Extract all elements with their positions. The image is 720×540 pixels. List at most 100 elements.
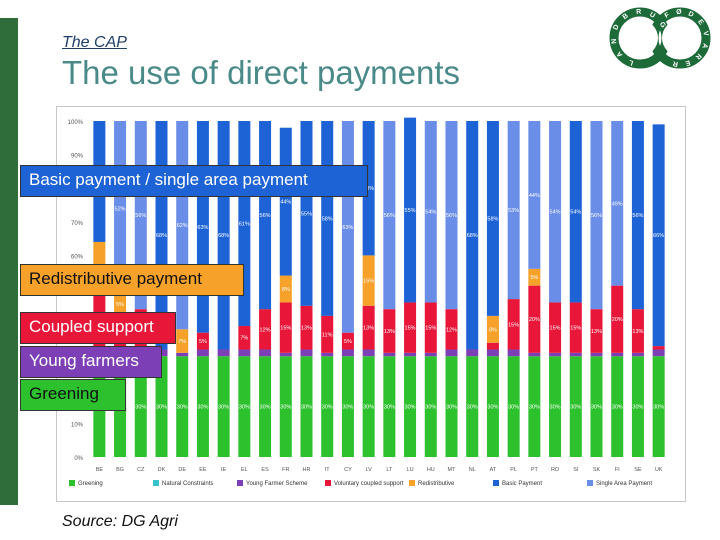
data-label: 54% xyxy=(570,210,581,216)
x-tick-label: UK xyxy=(655,467,663,473)
bar-segment-young xyxy=(279,352,292,357)
logo-left-letter: R xyxy=(636,9,641,16)
logo-left-letter: U xyxy=(648,11,656,20)
bar-segment-young xyxy=(611,352,624,357)
bar-segment-young xyxy=(238,349,251,357)
data-label: 66% xyxy=(653,233,664,239)
data-label: 30% xyxy=(280,405,291,411)
data-label: 8% xyxy=(489,327,497,333)
data-label: 15% xyxy=(363,279,374,285)
slide-kicker: The CAP xyxy=(62,34,127,51)
bar-segment-coupled xyxy=(445,309,458,350)
bar-segment-redistributive xyxy=(528,268,541,286)
logo-right-letter: A xyxy=(700,42,708,49)
data-label: 30% xyxy=(405,405,416,411)
y-tick-label: 0% xyxy=(74,456,83,462)
legend-swatch-redistributive xyxy=(409,480,415,486)
data-label: 58% xyxy=(322,216,333,222)
data-label: 30% xyxy=(384,405,395,411)
data-label: 44% xyxy=(529,193,540,199)
x-tick-label: CZ xyxy=(137,467,145,473)
data-label: 7% xyxy=(178,339,186,345)
bar-segment-single xyxy=(445,121,458,310)
data-label: 49% xyxy=(612,201,623,207)
x-tick-label: SI xyxy=(573,467,579,473)
data-label: 30% xyxy=(632,405,643,411)
bar-segment-young xyxy=(383,352,396,357)
data-label: 13% xyxy=(632,329,643,335)
y-tick-label: 100% xyxy=(68,120,84,126)
data-label: 20% xyxy=(612,317,623,323)
data-label: 56% xyxy=(446,213,457,219)
bar-segment-basic xyxy=(486,121,499,316)
data-label: 7% xyxy=(240,336,248,342)
legend-swatch-greening xyxy=(69,480,75,486)
data-label: 13% xyxy=(384,329,395,335)
bar-segment-coupled xyxy=(300,305,313,350)
legend-swatch-single xyxy=(587,480,593,486)
data-label: 12% xyxy=(446,327,457,333)
y-tick-label: 10% xyxy=(71,422,84,428)
bar-segment-coupled xyxy=(631,309,644,353)
x-tick-label: BG xyxy=(116,467,124,473)
data-label: 12% xyxy=(260,327,271,333)
bar-segment-young xyxy=(176,352,189,357)
bar-segment-basic xyxy=(404,117,417,303)
data-label: 30% xyxy=(260,405,271,411)
data-label: 62% xyxy=(177,223,188,229)
data-label: 30% xyxy=(529,405,540,411)
data-label: 40% xyxy=(363,186,374,192)
x-tick-label: CY xyxy=(344,467,352,473)
source-note: Source: DG Agri xyxy=(62,513,178,530)
bar-segment-young xyxy=(549,352,562,357)
bar-segment-coupled xyxy=(404,302,417,353)
bar-segment-basic xyxy=(569,121,582,303)
data-label: 54% xyxy=(425,210,436,216)
x-tick-label: PL xyxy=(510,467,517,473)
callout-coupled-support: Coupled support xyxy=(20,312,176,344)
bar-segment-young xyxy=(445,349,458,357)
bar-segment-single xyxy=(528,121,541,269)
data-label: 30% xyxy=(570,405,581,411)
data-label: 30% xyxy=(301,405,312,411)
bar-segment-greening xyxy=(383,356,396,457)
logo-right-letter: D xyxy=(687,10,695,18)
data-label: 11% xyxy=(322,332,333,338)
bar-segment-greening xyxy=(259,356,272,457)
bar-segment-redistributive xyxy=(486,315,499,343)
bar-segment-greening xyxy=(279,356,292,457)
data-label: 5% xyxy=(199,339,207,345)
bar-segment-basic xyxy=(466,121,479,350)
bar-segment-greening xyxy=(424,356,437,457)
bar-segment-greening xyxy=(362,356,375,457)
logo-left-letter: A xyxy=(616,50,625,58)
legend-label-single: Single Area Payment xyxy=(596,481,652,487)
data-label: 53% xyxy=(508,208,519,214)
data-label: 30% xyxy=(156,405,167,411)
data-label: 15% xyxy=(550,326,561,332)
legend-label-greening: Greening xyxy=(78,481,103,487)
bar-segment-greening xyxy=(196,356,209,457)
bar-segment-greening xyxy=(486,356,499,457)
logo-right-letter: R xyxy=(672,59,678,67)
data-label: 30% xyxy=(218,405,229,411)
bar-segment-greening xyxy=(631,356,644,457)
bar-segment-greening xyxy=(445,356,458,457)
data-label: 13% xyxy=(363,326,374,332)
logo-left-letter: N xyxy=(611,38,619,44)
bar-segment-single xyxy=(424,121,437,303)
data-label: 15% xyxy=(280,326,291,332)
data-label: 30% xyxy=(342,405,353,411)
x-tick-label: FR xyxy=(282,467,289,473)
bar-segment-young xyxy=(196,349,209,357)
data-label: 30% xyxy=(487,405,498,411)
x-tick-label: FI xyxy=(615,467,620,473)
data-label: 55% xyxy=(405,208,416,214)
bar-segment-basic xyxy=(362,121,375,256)
bar-segment-coupled xyxy=(486,342,499,350)
legend-label-basic: Basic Payment xyxy=(502,481,542,487)
bar-segment-coupled xyxy=(590,309,603,353)
data-label: 5% xyxy=(344,339,352,345)
x-tick-label: BE xyxy=(96,467,104,473)
